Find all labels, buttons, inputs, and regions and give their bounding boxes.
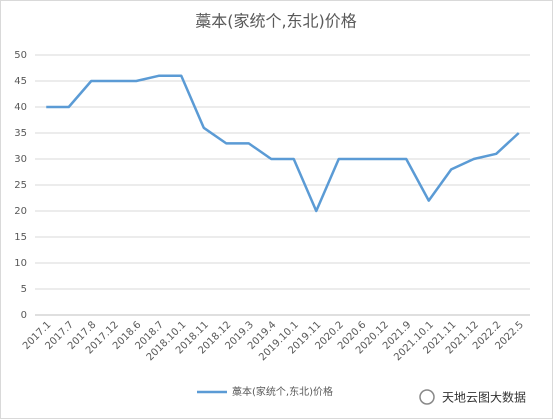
y-tick-label: 0 bbox=[21, 310, 27, 321]
y-tick-label: 15 bbox=[14, 232, 27, 243]
y-tick-label: 10 bbox=[14, 258, 27, 269]
y-tick-label: 35 bbox=[14, 128, 27, 139]
y-tick-label: 20 bbox=[14, 206, 27, 217]
watermark-icon bbox=[419, 389, 435, 405]
data-line bbox=[46, 74, 520, 213]
watermark: 天地云图大数据 bbox=[419, 389, 526, 405]
y-tick-label: 25 bbox=[14, 180, 27, 191]
chart-title: 藁本(家统个,东北)价格 bbox=[195, 12, 357, 31]
y-tick-label: 45 bbox=[14, 76, 27, 87]
legend-label: 藁本(家统个,东北)价格 bbox=[232, 385, 333, 398]
y-tick-label: 50 bbox=[14, 50, 27, 61]
watermark-text: 天地云图大数据 bbox=[442, 390, 526, 405]
y-tick-label: 5 bbox=[21, 284, 27, 295]
y-tick-label: 30 bbox=[14, 154, 27, 165]
y-tick-label: 40 bbox=[14, 102, 27, 113]
